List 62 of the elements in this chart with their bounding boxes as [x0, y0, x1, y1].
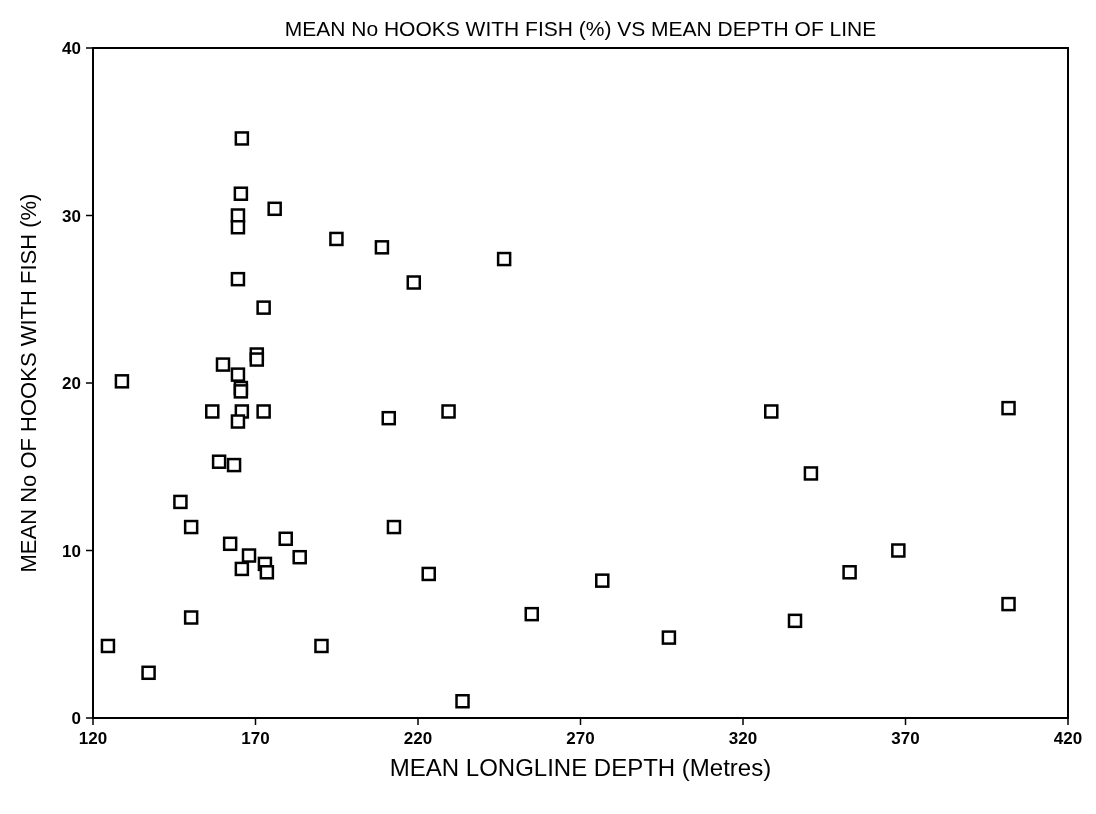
- point: [1001, 596, 1016, 612]
- point: [803, 466, 819, 481]
- point: [441, 404, 456, 419]
- point: [524, 606, 539, 622]
- point: [421, 566, 436, 582]
- x-tick-label: 170: [241, 729, 270, 748]
- y-tick-label: 20: [62, 374, 81, 393]
- point: [595, 573, 610, 588]
- x-tick-label: 370: [891, 729, 920, 748]
- point: [381, 410, 396, 426]
- point: [173, 494, 188, 510]
- point: [230, 219, 246, 235]
- point: [230, 367, 246, 382]
- point: [233, 186, 249, 201]
- point: [211, 454, 227, 469]
- x-tick-label: 220: [403, 729, 433, 748]
- point: [256, 300, 271, 315]
- point: [256, 404, 271, 419]
- point: [100, 638, 116, 654]
- point: [1001, 400, 1016, 416]
- point: [183, 610, 199, 625]
- point: [234, 561, 250, 577]
- x-tick-label: 320: [728, 729, 758, 748]
- y-axis-title: MEAN No OF HOOKS WITH FISH (%): [16, 193, 41, 573]
- y-tick-label: 30: [62, 206, 81, 226]
- point: [386, 519, 402, 535]
- point: [891, 543, 906, 558]
- point: [183, 519, 199, 535]
- point: [114, 374, 130, 389]
- point: [267, 201, 282, 217]
- point: [241, 548, 257, 563]
- point: [787, 613, 803, 629]
- x-axis-title: MEAN LONGLINE DEPTH (Metres): [389, 754, 772, 781]
- x-tick-label: 420: [1053, 729, 1083, 748]
- chart-title: MEAN No HOOKS WITH FISH (%) VS MEAN DEPTH OF LINE: [284, 17, 877, 40]
- point: [764, 404, 779, 419]
- point: [233, 384, 249, 399]
- point: [222, 536, 238, 552]
- point: [141, 665, 156, 681]
- point: [842, 565, 857, 580]
- point: [226, 457, 242, 473]
- y-tick-label: 10: [62, 541, 81, 561]
- point: [329, 231, 344, 247]
- y-tick-label: 40: [62, 39, 81, 58]
- point: [314, 638, 329, 654]
- point: [292, 549, 307, 565]
- point: [215, 357, 231, 372]
- y-tick-label: 0: [71, 709, 81, 728]
- point: [496, 251, 512, 267]
- point: [230, 271, 246, 287]
- x-tick-label: 270: [566, 729, 595, 748]
- point: [406, 275, 422, 290]
- point: [234, 131, 250, 146]
- point: [259, 565, 275, 580]
- point: [230, 414, 246, 429]
- point: [249, 352, 265, 367]
- point: [205, 404, 220, 419]
- x-tick-label: 120: [78, 729, 108, 748]
- point: [455, 694, 470, 709]
- point: [661, 630, 677, 645]
- point: [278, 531, 293, 547]
- point: [374, 240, 390, 255]
